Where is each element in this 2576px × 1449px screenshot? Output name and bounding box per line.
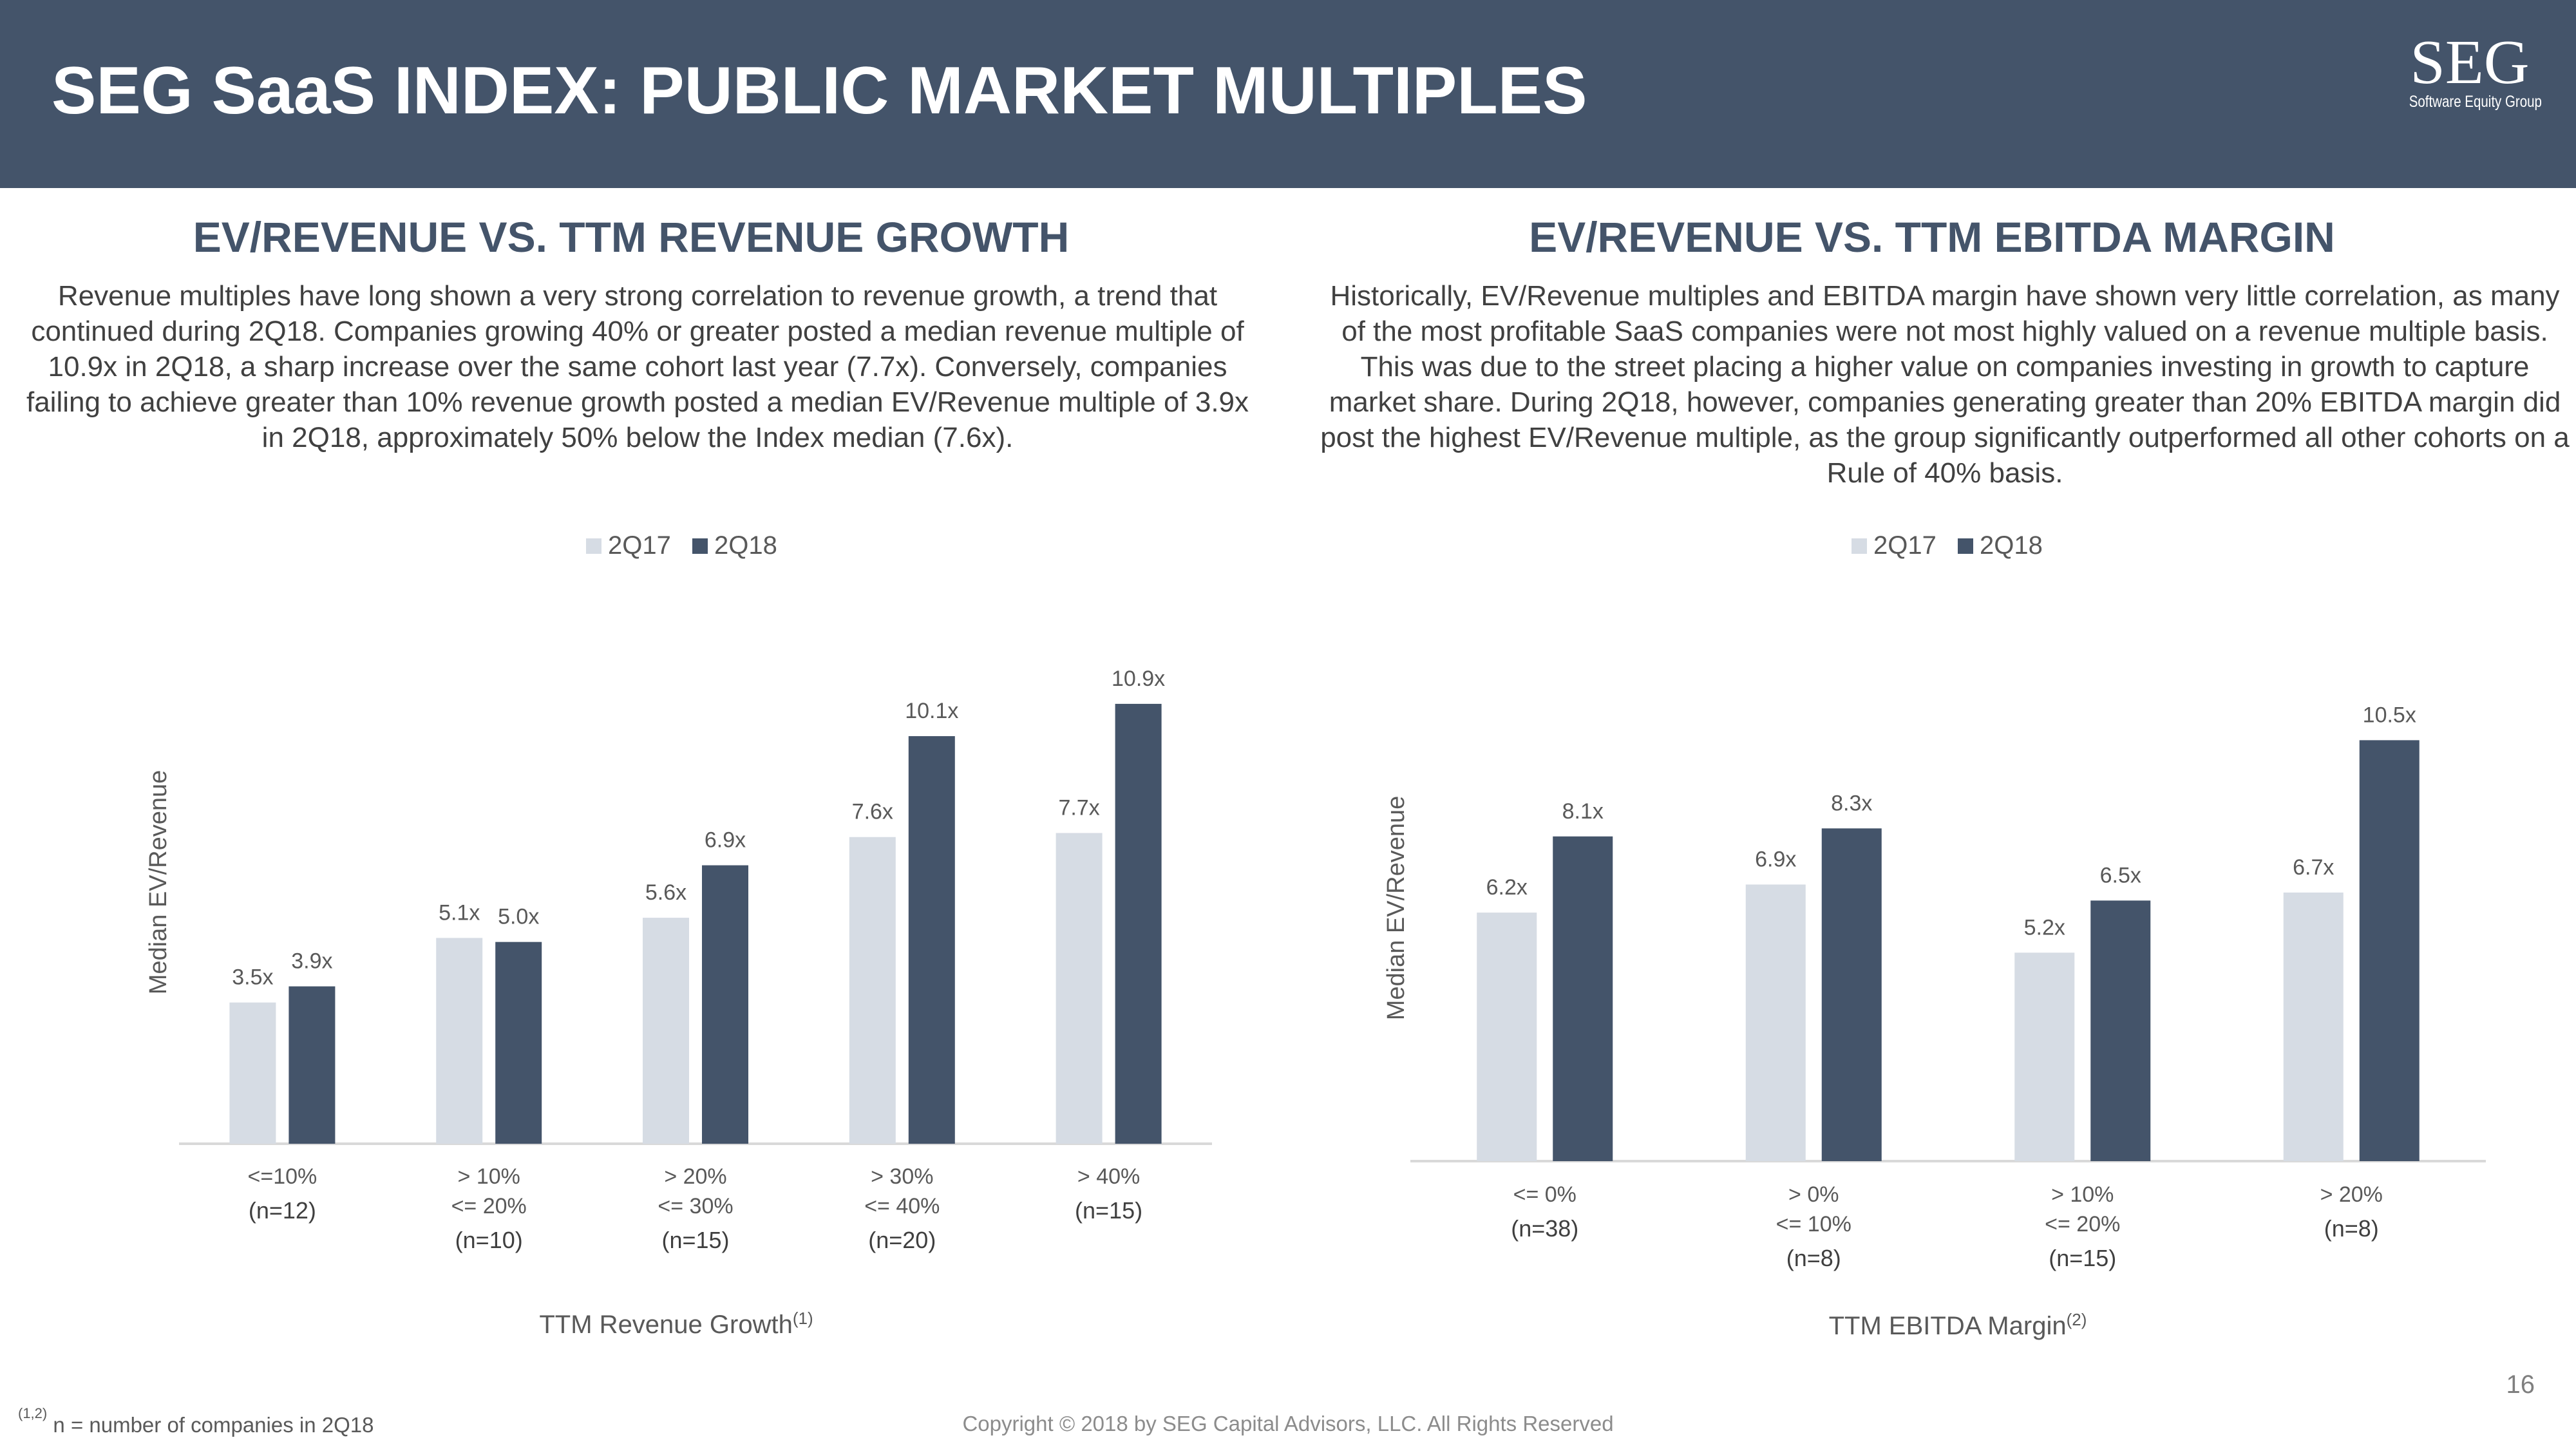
- tick-label: <=10%: [248, 1164, 317, 1189]
- legend-swatch: [1958, 538, 1973, 554]
- tick-label: > 10%: [2051, 1182, 2114, 1207]
- left-panel-text: Revenue multiples have long shown a very…: [26, 280, 1249, 453]
- data-label: 10.5x: [2363, 703, 2416, 727]
- data-label: 3.9x: [291, 949, 332, 974]
- bar-2q17: [1477, 913, 1537, 1161]
- copyright: Copyright © 2018 by SEG Capital Advisors…: [962, 1412, 1614, 1435]
- legend-label: 2Q17: [608, 531, 671, 560]
- bar-2q17: [2283, 892, 2344, 1161]
- x-axis-title: TTM EBITDA Margin(2): [1829, 1310, 2087, 1340]
- data-label: 8.3x: [1831, 791, 1872, 815]
- y-axis-title: Median EV/Revenue: [145, 770, 172, 995]
- x-axis-title: TTM Revenue Growth(1): [539, 1309, 813, 1339]
- data-label: 3.5x: [232, 965, 273, 990]
- logo-wordmark: SEG: [2410, 28, 2530, 97]
- bar-2q18: [908, 736, 955, 1144]
- tick-label: > 20%: [2320, 1182, 2383, 1207]
- tick-label: > 0%: [1788, 1182, 1839, 1207]
- footnote-marker: (1,2): [18, 1405, 48, 1421]
- data-label: 10.1x: [905, 699, 958, 723]
- data-label: 6.5x: [2100, 863, 2141, 887]
- count-label: (n=15): [661, 1227, 729, 1253]
- data-label: 6.7x: [2293, 855, 2334, 880]
- data-label: 10.9x: [1112, 667, 1165, 691]
- count-label: (n=8): [2324, 1215, 2379, 1242]
- count-label: (n=10): [455, 1227, 523, 1253]
- legend-label: 2Q18: [1980, 531, 2043, 560]
- data-label: 7.7x: [1058, 795, 1099, 820]
- bar-2q18: [1115, 703, 1162, 1144]
- right-panel-title: EV/REVENUE VS. TTM EBITDA MARGIN: [1529, 213, 2335, 261]
- bar-2q18: [495, 942, 542, 1144]
- logo-subtitle: Software Equity Group: [2409, 93, 2542, 111]
- tick-label: <= 40%: [864, 1194, 940, 1218]
- tick-label: <= 20%: [2045, 1212, 2120, 1236]
- bar-2q18: [2359, 740, 2420, 1161]
- bar-2q17: [436, 938, 483, 1144]
- bar-2q18: [1821, 828, 1882, 1161]
- legend-swatch: [586, 538, 601, 554]
- data-label: 6.9x: [1755, 847, 1796, 871]
- footnote-text: n = number of companies in 2Q18: [53, 1413, 374, 1437]
- legend-swatch: [692, 538, 708, 554]
- tick-label: <= 10%: [1776, 1212, 1852, 1236]
- footnote: (1,2) n = number of companies in 2Q18: [18, 1405, 374, 1437]
- bar-2q17: [1056, 833, 1103, 1144]
- data-label: 5.1x: [439, 900, 480, 925]
- bar-2q18: [289, 986, 336, 1144]
- right-panel-text: Historically, EV/Revenue multiples and E…: [1320, 280, 2570, 489]
- bar-2q17: [2014, 952, 2075, 1161]
- data-label: 5.6x: [645, 880, 687, 905]
- data-label: 7.6x: [852, 800, 893, 824]
- count-label: (n=12): [249, 1197, 316, 1224]
- data-label: 5.2x: [2024, 915, 2065, 940]
- tick-label: > 10%: [458, 1164, 520, 1189]
- data-label: 8.1x: [1562, 799, 1604, 824]
- bar-2q18: [1553, 836, 1613, 1161]
- header-bar: SEG SaaS INDEX: PUBLIC MARKET MULTIPLES …: [0, 0, 2576, 188]
- data-label: 6.2x: [1486, 875, 1528, 900]
- bar-2q17: [849, 837, 896, 1144]
- tick-label: <= 20%: [451, 1194, 527, 1218]
- data-label: 6.9x: [705, 828, 746, 853]
- legend-label: 2Q17: [1873, 531, 1937, 560]
- legend-label: 2Q18: [714, 531, 777, 560]
- count-label: (n=20): [868, 1227, 936, 1253]
- data-label: 5.0x: [498, 905, 539, 929]
- bar-2q17: [1745, 884, 1806, 1161]
- count-label: (n=15): [1075, 1197, 1142, 1224]
- y-axis-title: Median EV/Revenue: [1383, 796, 1410, 1021]
- legend: 2Q17 2Q18: [586, 531, 777, 560]
- bar-2q18: [702, 865, 748, 1144]
- tick-label: > 40%: [1077, 1164, 1140, 1189]
- count-label: (n=38): [1511, 1215, 1578, 1242]
- legend: 2Q17 2Q18: [1852, 531, 2043, 560]
- bar-2q17: [229, 1002, 276, 1144]
- tick-label: <= 0%: [1513, 1182, 1577, 1207]
- tick-label: > 30%: [871, 1164, 933, 1189]
- legend-swatch: [1852, 538, 1867, 554]
- bar-2q17: [643, 918, 689, 1144]
- bar-2q18: [2090, 900, 2151, 1161]
- tick-label: > 20%: [664, 1164, 726, 1189]
- left-panel-title: EV/REVENUE VS. TTM REVENUE GROWTH: [193, 213, 1070, 261]
- page-title: SEG SaaS INDEX: PUBLIC MARKET MULTIPLES: [52, 53, 1587, 128]
- tick-label: <= 30%: [658, 1194, 733, 1218]
- seg-logo: SEG Software Equity Group: [2396, 27, 2544, 117]
- count-label: (n=15): [2049, 1245, 2116, 1271]
- page-number: 16: [2506, 1370, 2535, 1399]
- count-label: (n=8): [1786, 1245, 1841, 1271]
